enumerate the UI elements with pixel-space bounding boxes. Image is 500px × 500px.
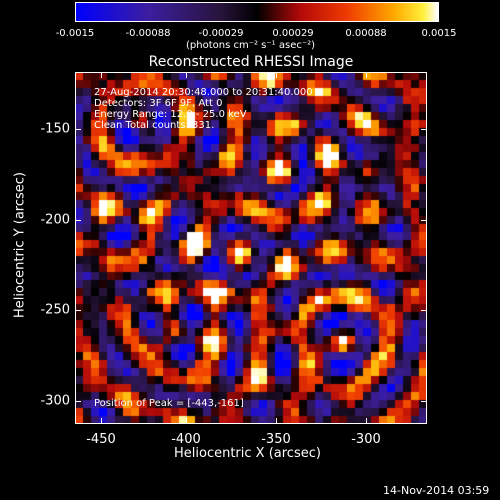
x-tick-label: -400: [171, 432, 201, 447]
x-tick-mark: [276, 418, 277, 424]
colorbar-tick-label: 0.00088: [345, 28, 387, 39]
y-tick-mark: [75, 310, 81, 311]
time-range-annotation: 27-Aug-2014 20:30:48.000 to 20:31:40.000: [94, 87, 313, 98]
clean-counts-annotation: Clean Total counts: 331.: [94, 120, 215, 131]
y-tick-mark: [75, 129, 81, 130]
x-tick-label: -350: [261, 432, 291, 447]
peak-position-annotation: Position of Peak = [-443,-161]: [94, 398, 244, 409]
colorbar: [75, 2, 439, 22]
colorbar-tick-label: 0.0015: [421, 28, 457, 39]
energy-range-annotation: Energy Range: 12.0 - 25.0 keV: [94, 109, 247, 120]
y-tick-label: -200: [40, 212, 70, 228]
colorbar-tick-label: -0.00029: [198, 28, 244, 39]
y-tick-label: -300: [40, 393, 70, 409]
generated-date: 14-Nov-2014 03:59: [383, 484, 490, 497]
y-tick-mark: [75, 401, 81, 402]
plot-title: Reconstructed RHESSI Image: [148, 54, 354, 70]
x-tick-mark: [186, 418, 187, 424]
x-tick-mark: [186, 72, 187, 78]
colorbar-tick-label: 0.00029: [272, 28, 314, 39]
y-axis-label: Heliocentric Y (arcsec): [12, 172, 28, 318]
x-tick-mark: [101, 72, 102, 78]
y-tick-label: -150: [40, 121, 70, 137]
x-tick-label: -300: [351, 432, 381, 447]
colorbar-tick-label: -0.0015: [55, 28, 95, 39]
x-tick-mark: [276, 72, 277, 78]
colorbar-tick-label: -0.00088: [125, 28, 171, 39]
x-tick-label: -450: [86, 432, 116, 447]
x-axis-label: Heliocentric X (arcsec): [174, 446, 321, 461]
y-tick-label: -250: [40, 302, 70, 318]
y-tick-mark: [421, 129, 427, 130]
y-tick-mark: [421, 220, 427, 221]
y-tick-mark: [421, 401, 427, 402]
x-tick-mark: [101, 418, 102, 424]
rhessi-image: [75, 72, 427, 424]
x-tick-mark: [366, 72, 367, 78]
y-tick-mark: [75, 220, 81, 221]
x-tick-mark: [366, 418, 367, 424]
colorbar-unit-label: (photons cm⁻² s⁻¹ asec⁻²): [186, 40, 316, 51]
detectors-annotation: Detectors: 3F 6F 9F, Att 0: [94, 98, 223, 109]
y-tick-mark: [421, 310, 427, 311]
